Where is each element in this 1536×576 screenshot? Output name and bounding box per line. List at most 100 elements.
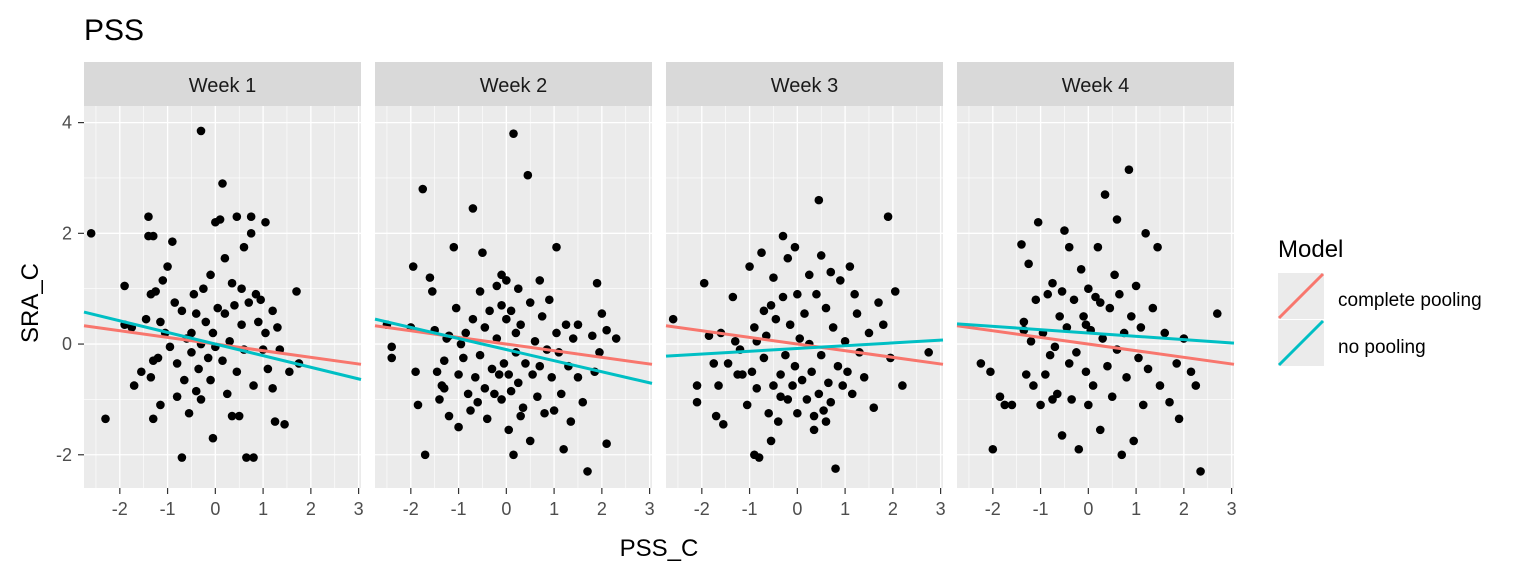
data-point — [1141, 229, 1150, 238]
data-point — [435, 395, 444, 404]
data-point — [268, 384, 277, 393]
data-point — [879, 320, 888, 329]
data-point — [790, 242, 800, 252]
data-point — [439, 384, 449, 393]
data-point — [831, 464, 840, 473]
data-point — [771, 314, 781, 324]
x-tick-label: 3 — [1227, 499, 1237, 519]
data-point — [836, 276, 845, 285]
data-point — [509, 450, 518, 460]
data-point — [499, 359, 509, 368]
data-point — [728, 292, 738, 302]
data-point — [1062, 323, 1072, 332]
data-point — [191, 309, 201, 318]
panel-3: Week 3 -2 -1 0 1 2 3 — [665, 62, 946, 519]
data-point — [1033, 217, 1043, 227]
data-point — [704, 331, 714, 341]
y-tick-label: 4 — [62, 113, 72, 133]
data-point — [559, 444, 568, 454]
data-point — [141, 314, 151, 324]
data-point — [778, 292, 788, 302]
data-point — [439, 356, 449, 365]
no-pooling-line — [665, 338, 944, 358]
data-point — [668, 314, 678, 324]
data-point — [230, 301, 239, 310]
data-point — [168, 237, 177, 246]
data-point — [506, 306, 516, 316]
panel-strip-label: Week 4 — [1062, 75, 1129, 97]
no-pooling-line — [956, 322, 1235, 345]
data-point — [807, 367, 816, 377]
data-point — [218, 179, 227, 188]
data-point — [523, 170, 533, 180]
x-tick-label: 1 — [258, 499, 268, 519]
data-point — [597, 309, 607, 318]
complete-pooling-line — [374, 324, 653, 366]
data-point — [1129, 436, 1139, 446]
data-point — [845, 262, 855, 271]
panel-background — [84, 106, 361, 488]
data-point — [191, 386, 201, 396]
data-point — [1024, 259, 1033, 269]
data-point — [828, 323, 838, 332]
panel-strip-label: Week 3 — [771, 75, 838, 97]
data-point — [497, 301, 506, 310]
data-point — [602, 439, 611, 449]
data-point — [1124, 165, 1134, 174]
x-tick-label: 2 — [597, 499, 607, 519]
data-point — [1072, 348, 1081, 357]
data-point — [1131, 281, 1141, 291]
data-point — [785, 320, 795, 329]
data-point — [475, 287, 485, 296]
data-point — [213, 303, 223, 313]
data-point — [227, 411, 237, 421]
data-point — [516, 411, 525, 421]
x-tick-label: -1 — [451, 499, 467, 519]
data-point — [1064, 359, 1074, 368]
panel-strip — [375, 62, 652, 106]
data-point — [821, 417, 831, 426]
data-point — [146, 372, 156, 382]
data-point — [1100, 190, 1110, 199]
data-point — [129, 381, 139, 390]
data-point — [793, 289, 802, 299]
data-point — [222, 389, 232, 399]
data-point — [208, 328, 218, 338]
data-point — [1143, 364, 1153, 374]
data-point — [1110, 270, 1119, 280]
data-point — [184, 408, 194, 418]
data-point — [187, 328, 196, 338]
data-point — [1081, 320, 1091, 329]
data-point — [1172, 359, 1181, 368]
data-point — [199, 284, 208, 293]
data-point — [1064, 242, 1074, 252]
data-point — [151, 287, 160, 296]
data-point — [165, 342, 175, 352]
data-point — [511, 328, 521, 338]
data-point — [874, 298, 883, 307]
x-tick-label: -2 — [985, 499, 1001, 519]
data-point — [1076, 265, 1086, 274]
data-point — [187, 348, 196, 357]
panel-strip — [84, 62, 361, 106]
data-point — [692, 381, 702, 390]
data-point — [759, 306, 769, 316]
data-point — [1021, 370, 1031, 379]
data-point — [1060, 226, 1069, 235]
x-tick-label: -2 — [403, 499, 419, 519]
panel-background — [375, 106, 652, 488]
data-point — [268, 306, 277, 316]
data-point — [812, 289, 821, 299]
data-point — [177, 453, 187, 462]
data-point — [1029, 381, 1038, 390]
x-tick-label: 0 — [1083, 499, 1093, 519]
data-point — [470, 372, 480, 382]
data-point — [459, 353, 468, 363]
x-axis-title: PSS_C — [620, 535, 699, 562]
data-point — [273, 323, 282, 332]
data-point — [1155, 381, 1165, 390]
data-point — [1007, 400, 1017, 410]
data-point — [502, 314, 511, 324]
data-point — [504, 370, 514, 379]
